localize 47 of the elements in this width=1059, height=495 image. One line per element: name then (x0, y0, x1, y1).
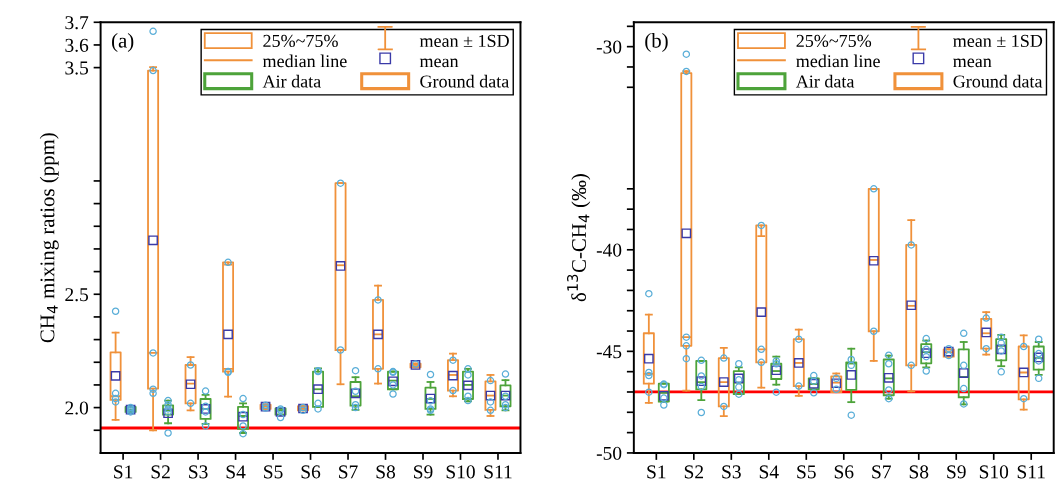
annotation: median line (796, 54, 880, 68)
x-tick-label: S8 (909, 465, 929, 479)
y-axis-title: δ$^{13}$C-CH$_{4}$ (‰) (567, 174, 591, 302)
x-tick-label: S5 (797, 465, 816, 479)
x-tick-label: S3 (722, 465, 741, 479)
annotation: 25%~75% (263, 34, 338, 48)
x-tick-label: S6 (834, 465, 854, 479)
x-tick-label: S9 (414, 465, 433, 479)
annotation: mean ± 1SD (953, 34, 1043, 48)
x-tick-label: S2 (151, 465, 170, 479)
annotation: mean ± 1SD (419, 34, 509, 48)
x-tick-label: S5 (264, 465, 283, 479)
y-axis-title: CH$_{4}$ mixing ratios (ppm) (39, 133, 59, 343)
x-tick-label: S11 (1017, 465, 1045, 479)
y-tick-label: 2.5 (65, 288, 89, 302)
legend-label: Ground data (420, 74, 509, 88)
y-tick-label: 3.7 (65, 16, 89, 30)
x-tick-label: S3 (189, 465, 208, 479)
x-tick-label: S1 (647, 465, 666, 479)
annotation: mean (419, 58, 459, 68)
x-tick-label: S4 (759, 465, 779, 479)
x-tick-label: S4 (226, 465, 246, 479)
x-tick-label: S9 (947, 465, 966, 479)
x-tick-label: S2 (684, 465, 704, 479)
annotation: 25%~75% (796, 34, 872, 48)
x-tick-label: S8 (376, 465, 396, 479)
annotation: mean (953, 58, 992, 68)
y-tick-label: 2.0 (65, 401, 89, 415)
x-tick-label: S7 (339, 465, 358, 479)
legend-label: Air data (795, 74, 855, 88)
y-tick-label: -40 (596, 243, 622, 257)
x-tick-label: S1 (114, 465, 133, 479)
chart-title: (a) (112, 33, 134, 52)
y-tick-label: -30 (596, 40, 622, 54)
legend-label: Ground data (953, 74, 1043, 88)
x-tick-label: S10 (446, 465, 475, 479)
y-tick-label: 3.6 (65, 38, 89, 52)
x-tick-label: S10 (979, 465, 1009, 479)
legend-label: Air data (262, 74, 321, 88)
y-tick-label: -50 (596, 446, 622, 460)
y-tick-label: -45 (596, 345, 622, 359)
x-tick-label: S6 (301, 465, 321, 479)
x-tick-label: S7 (872, 465, 891, 479)
annotation: median line (262, 54, 347, 68)
x-tick-label: S11 (484, 465, 512, 479)
chart-title: (b) (645, 33, 668, 52)
y-tick-label: 3.5 (65, 61, 89, 75)
